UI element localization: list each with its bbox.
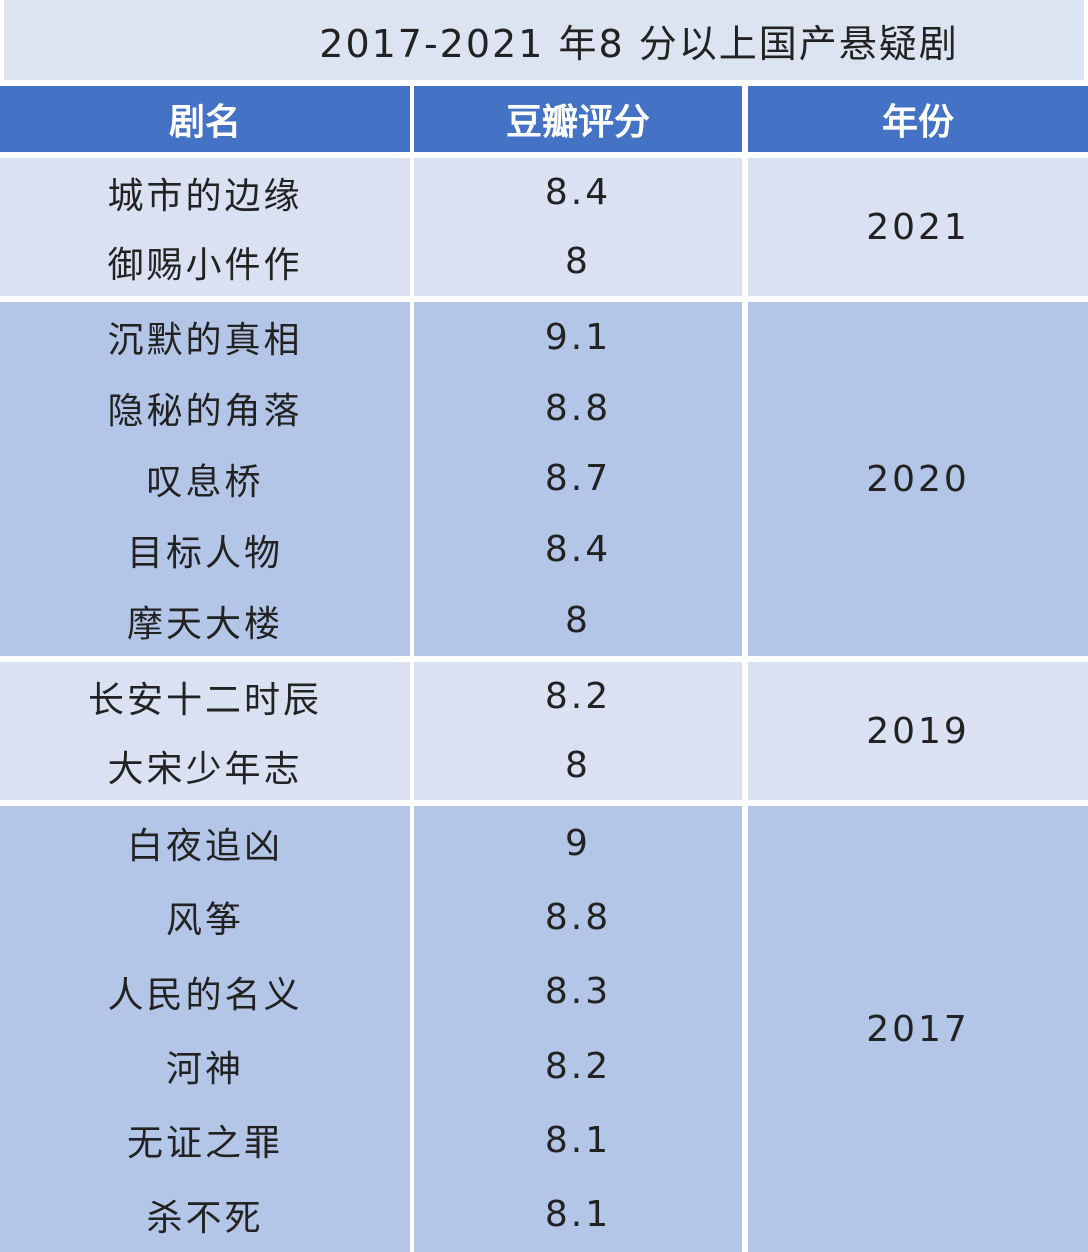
douban-score: 9 — [565, 822, 591, 864]
score-cell: 8.4 8 — [414, 158, 742, 296]
douban-score: 8.8 — [544, 896, 612, 938]
year-cell: 2017 — [748, 806, 1088, 1252]
drama-name: 大宋少年志 — [107, 748, 303, 790]
drama-name: 风筝 — [165, 900, 244, 942]
drama-name: 叹息桥 — [146, 461, 264, 503]
douban-score: 8.8 — [544, 387, 612, 429]
header-name: 剧名 — [0, 86, 410, 152]
year-value: 2017 — [866, 1008, 970, 1050]
drama-name: 城市的边缘 — [107, 175, 303, 217]
douban-score: 8 — [565, 241, 591, 282]
header-year: 年份 — [748, 86, 1088, 152]
drama-name: 长安十二时辰 — [87, 679, 322, 721]
douban-score: 9.1 — [544, 316, 612, 358]
year-cell: 2020 — [748, 302, 1088, 656]
name-cell: 城市的边缘御赐小件作 — [0, 158, 410, 296]
drama-name: 无证之罪 — [126, 1123, 283, 1165]
douban-score: 8.3 — [544, 971, 612, 1013]
drama-name: 沉默的真相 — [107, 320, 303, 362]
drama-name: 河神 — [165, 1049, 244, 1091]
douban-score: 8.4 — [544, 172, 612, 213]
score-cell: 8.2 8 — [414, 662, 742, 800]
douban-score: 8.1 — [544, 1194, 612, 1236]
year-value: 2020 — [866, 458, 970, 500]
douban-score: 8.2 — [544, 676, 612, 717]
score-cell: 9 8.8 8.3 8.2 8.1 8.1 — [414, 806, 742, 1252]
name-cell: 白夜追凶风筝人民的名义河神无证之罪杀不死 — [0, 806, 410, 1252]
drama-name: 杀不死 — [146, 1197, 264, 1239]
drama-name: 白夜追凶 — [126, 826, 283, 868]
score-cell: 9.1 8.8 8.7 8.4 8 — [414, 302, 742, 656]
douban-score: 8.2 — [544, 1045, 612, 1087]
name-cell: 长安十二时辰 大宋少年志 — [0, 662, 410, 800]
drama-name: 目标人物 — [126, 532, 283, 574]
year-cell: 2021 — [748, 158, 1088, 296]
drama-name: 隐秘的角落 — [107, 391, 303, 433]
douban-score: 8.7 — [544, 458, 612, 500]
drama-name: 摩天大楼 — [126, 603, 283, 645]
drama-name: 御赐小件作 — [107, 244, 303, 286]
drama-name: 人民的名义 — [107, 974, 303, 1016]
year-cell: 2019 — [748, 662, 1088, 800]
name-cell: 沉默的真相隐秘的角落叹息桥目标人物摩天大楼 — [0, 302, 410, 656]
year-value: 2021 — [866, 206, 970, 248]
year-value: 2019 — [866, 710, 970, 752]
header-score: 豆瓣评分 — [414, 86, 742, 152]
douban-score: 8 — [565, 600, 591, 642]
douban-score: 8 — [565, 745, 591, 786]
table-title: 2017-2021 年8 分以上国产悬疑剧 — [4, 0, 1084, 80]
douban-score: 8.4 — [544, 529, 612, 571]
douban-score: 8.1 — [544, 1119, 612, 1161]
